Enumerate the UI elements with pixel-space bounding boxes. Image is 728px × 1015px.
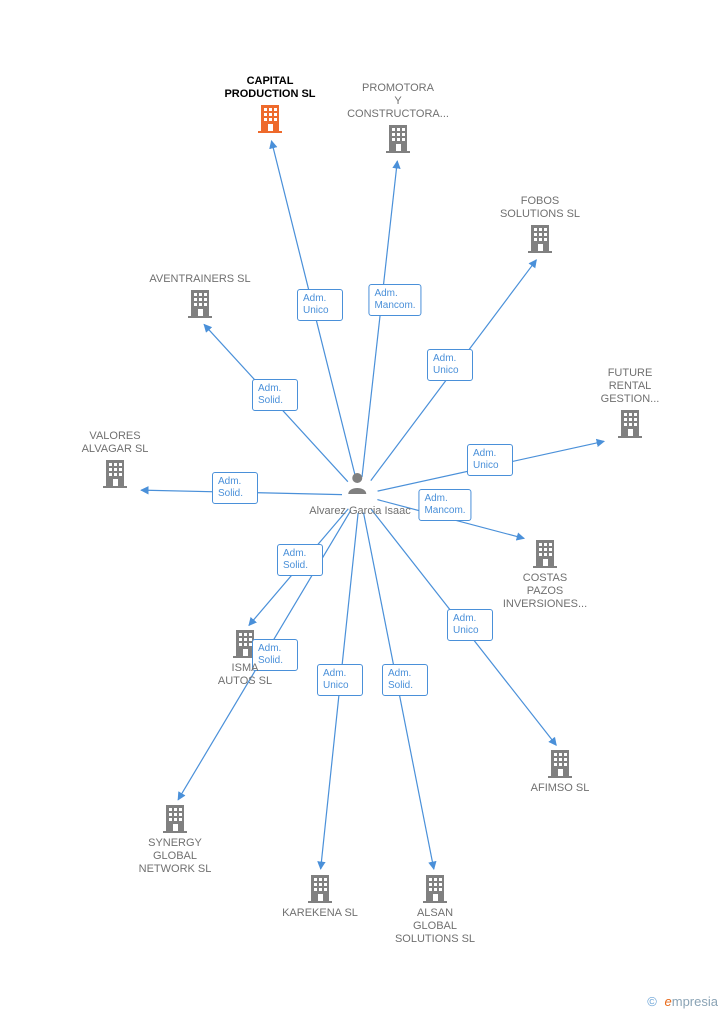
building-icon <box>188 290 212 318</box>
company-node[interactable] <box>258 105 282 133</box>
edge-label[interactable]: Adm. Unico <box>317 664 363 696</box>
building-icon <box>618 410 642 438</box>
company-node[interactable] <box>163 805 187 833</box>
edge-label[interactable]: Adm. Mancom. <box>418 489 471 521</box>
company-node[interactable] <box>533 540 557 568</box>
edge-label[interactable]: Adm. Solid. <box>212 472 258 504</box>
edge-label[interactable]: Adm. Unico <box>447 609 493 641</box>
copyright-symbol: © <box>647 994 657 1009</box>
building-icon <box>528 225 552 253</box>
company-node[interactable] <box>188 290 212 318</box>
company-node[interactable] <box>548 750 572 778</box>
company-node[interactable] <box>528 225 552 253</box>
company-node[interactable] <box>308 875 332 903</box>
edge-label[interactable]: Adm. Mancom. <box>368 284 421 316</box>
footer-brand: © empresia <box>647 994 718 1009</box>
company-node[interactable] <box>103 460 127 488</box>
company-node[interactable] <box>423 875 447 903</box>
edge-label[interactable]: Adm. Solid. <box>252 379 298 411</box>
building-icon <box>423 875 447 903</box>
person-icon <box>347 472 373 498</box>
center-node[interactable]: Alvarez Garcia Isaac <box>309 472 410 518</box>
building-icon <box>548 750 572 778</box>
company-node[interactable] <box>618 410 642 438</box>
company-node[interactable] <box>386 125 410 153</box>
edge-label[interactable]: Adm. Solid. <box>252 639 298 671</box>
building-icon <box>163 805 187 833</box>
building-icon <box>533 540 557 568</box>
building-icon <box>308 875 332 903</box>
edge-label[interactable]: Adm. Unico <box>427 349 473 381</box>
edge-label[interactable]: Adm. Solid. <box>382 664 428 696</box>
edge-line <box>362 161 397 477</box>
center-node-label: Alvarez Garcia Isaac <box>309 505 410 518</box>
building-icon <box>258 105 282 133</box>
building-icon <box>103 460 127 488</box>
edge-label[interactable]: Adm. Unico <box>467 444 513 476</box>
edge-label[interactable]: Adm. Unico <box>297 289 343 321</box>
edge-label[interactable]: Adm. Solid. <box>277 544 323 576</box>
building-icon <box>386 125 410 153</box>
